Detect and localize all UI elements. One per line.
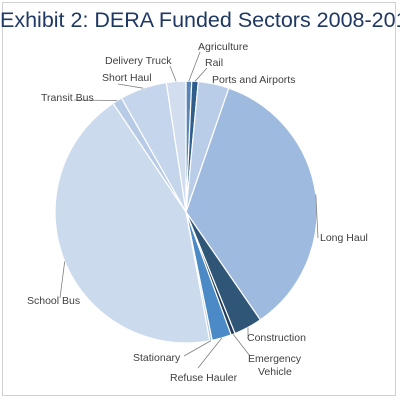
leader-line-agriculture <box>188 51 201 82</box>
leader-line-refuse-hauler <box>197 337 223 369</box>
leader-line-school-bus <box>59 261 66 299</box>
leader-line-stationary <box>183 340 212 357</box>
slice-label-long-haul: Long Haul <box>320 232 368 244</box>
slice-labels: Agriculture Rail Ports and Airports Long… <box>27 41 368 384</box>
slice-label-school-bus: School Bus <box>27 295 80 307</box>
pie-slice-long-haul <box>185 87 318 321</box>
chart-title: Exhibit 2: DERA Funded Sectors 2008-2016 <box>0 8 400 32</box>
leader-line-emergency-vehicle <box>232 333 251 357</box>
slice-label-vehicle: Vehicle <box>258 366 292 378</box>
slice-label-refuse-hauler: Refuse Hauler <box>170 372 238 384</box>
slice-label-agriculture: Agriculture <box>198 41 248 53</box>
pie-slices <box>54 80 318 344</box>
slice-label-transit-bus: Transit Bus <box>41 92 94 104</box>
slice-label-rail: Rail <box>205 57 223 69</box>
leader-line-long-haul <box>315 194 319 239</box>
slice-label-short-haul: Short Haul <box>102 72 152 84</box>
leader-line-short-haul <box>117 83 144 89</box>
pie-slice-school-bus <box>54 102 211 344</box>
slice-label-stationary: Stationary <box>133 352 181 364</box>
leader-line-transit-bus <box>73 99 118 101</box>
slice-label-emergency: Emergency <box>248 353 302 365</box>
leader-lines <box>59 51 319 369</box>
slice-label-delivery-truck: Delivery Truck <box>105 55 172 67</box>
slice-label-construction: Construction <box>247 332 306 344</box>
leader-line-delivery-truck <box>169 65 177 82</box>
slice-label-ports-and-airports: Ports and Airports <box>212 74 295 86</box>
leader-line-rail <box>194 67 208 82</box>
